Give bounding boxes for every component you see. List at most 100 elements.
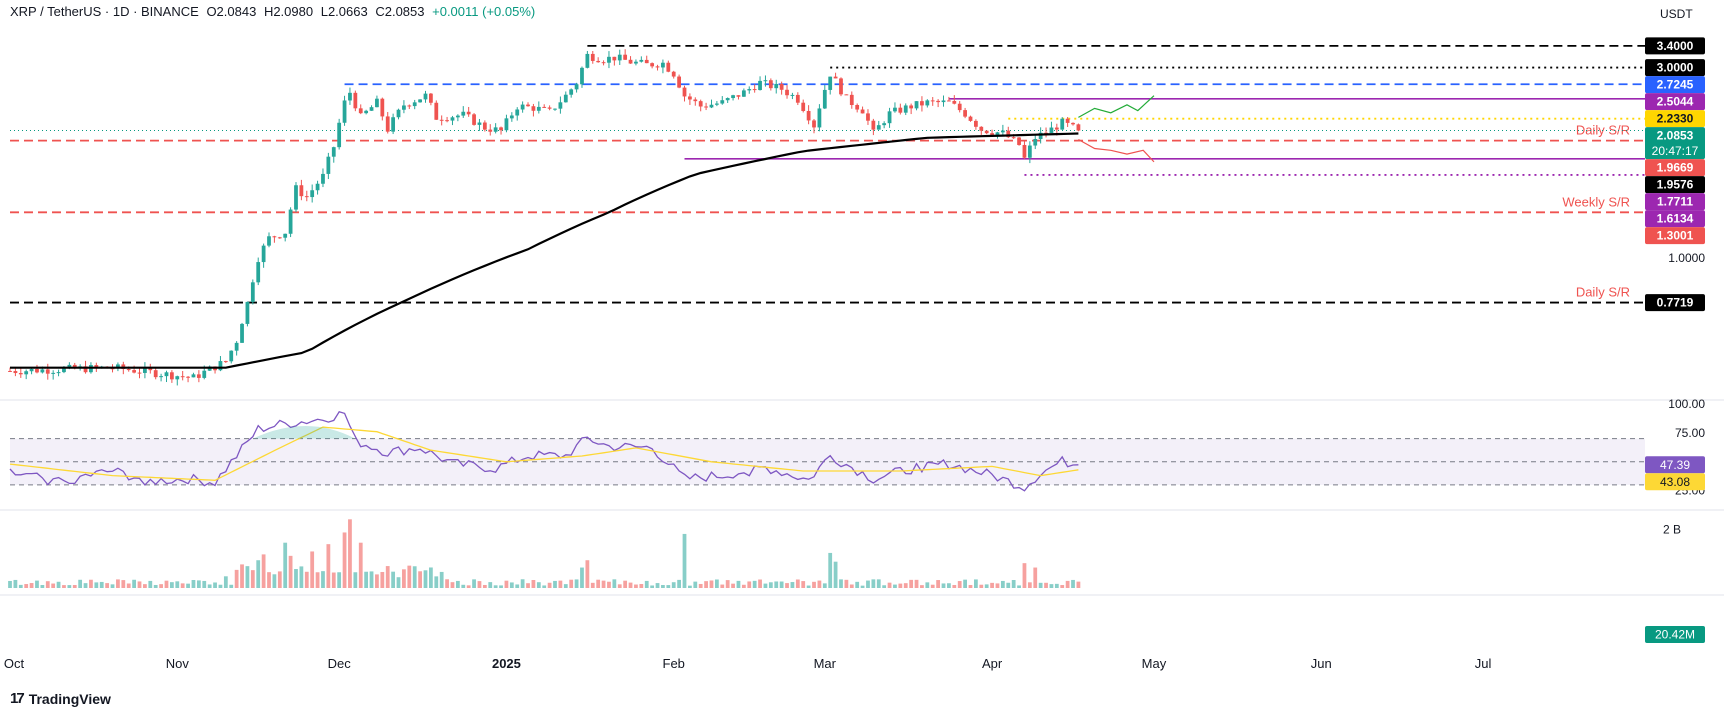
price-tag-3.4000[interactable]: 3.4000	[1645, 37, 1705, 55]
price-tag-label: 1.7711	[1657, 195, 1693, 209]
price-tag-3.0000[interactable]: 3.0000	[1645, 59, 1705, 77]
candle-body	[196, 374, 201, 378]
candle-body	[666, 62, 671, 72]
price-tag-1.3001[interactable]: 1.3001	[1645, 227, 1705, 245]
volume-bar	[844, 579, 849, 588]
volume-bar	[1054, 583, 1059, 588]
tradingview-logo[interactable]: 17 TradingView	[10, 690, 111, 707]
candle-body	[331, 147, 336, 157]
price-tag-label: 3.4000	[1657, 39, 1694, 53]
projection-up-path	[1078, 95, 1155, 118]
candle-body	[644, 59, 649, 64]
volume-bar	[682, 533, 687, 588]
candle-body	[963, 110, 967, 117]
rsi-axis-tick: 100.00	[1668, 397, 1705, 411]
price-tag-bg	[1645, 294, 1705, 312]
price-tag-1.9576[interactable]: 1.9576	[1645, 176, 1705, 194]
volume-bar	[866, 580, 870, 588]
candle-body	[488, 129, 493, 132]
candle-body	[677, 76, 681, 88]
candle-body	[822, 89, 827, 109]
volume-bar	[434, 576, 439, 588]
volume-bar	[482, 584, 487, 588]
price-tag-1.6134[interactable]: 1.6134	[1645, 210, 1705, 228]
candle-body	[725, 98, 730, 101]
candle-body	[795, 94, 800, 103]
volume-bar	[234, 569, 239, 588]
candle-body	[250, 282, 255, 302]
candle-body	[628, 59, 633, 64]
volume-bar	[1033, 567, 1038, 588]
candle-body	[1049, 127, 1054, 133]
candle-body	[45, 369, 50, 374]
volume-bar	[175, 581, 180, 588]
price-tag-1.7711[interactable]: 1.7711	[1645, 193, 1705, 211]
candle-body	[860, 109, 865, 114]
volume-bar	[439, 571, 444, 588]
candle-body	[429, 93, 433, 103]
candle-body	[396, 109, 401, 118]
candle-body	[655, 66, 660, 68]
volume-bar	[385, 566, 390, 588]
candle-body	[736, 95, 741, 97]
high-value: H2.0980	[263, 4, 314, 19]
volume-bar	[504, 580, 509, 588]
volume-bar	[418, 571, 422, 588]
candle-body	[720, 100, 725, 104]
candle-body	[56, 372, 61, 374]
volume-bar	[29, 583, 34, 588]
rsi-value-tag[interactable]: 43.08	[1645, 473, 1705, 491]
volume-value-tag[interactable]: 20.42M	[1645, 626, 1705, 643]
volume-bar	[806, 585, 811, 588]
volume-bar	[688, 585, 692, 588]
price-tag-2.7245[interactable]: 2.7245	[1645, 76, 1705, 94]
open-value: O2.0843	[206, 4, 257, 19]
volume-bar	[785, 583, 789, 588]
price-tag-0.7719[interactable]: 0.7719	[1645, 294, 1705, 312]
volume-bar	[1060, 585, 1065, 588]
time-axis-label: Jun	[1311, 656, 1332, 671]
candle-body	[137, 372, 142, 374]
candle-body	[952, 101, 957, 104]
price-tag-bg	[1645, 110, 1705, 128]
volume-bar	[213, 582, 217, 588]
symbol-label[interactable]: XRP / TetherUS · 1D · BINANCE	[10, 4, 199, 19]
time-axis-label: Apr	[982, 656, 1003, 671]
price-tag-2.2330[interactable]: 2.2330	[1645, 110, 1705, 128]
volume-bar	[202, 580, 207, 588]
candle-body	[839, 78, 843, 95]
volume-bar	[261, 554, 266, 588]
volume-bar	[250, 570, 255, 588]
candle-body	[893, 107, 897, 112]
candle-body	[191, 374, 196, 378]
candle-body	[849, 94, 854, 106]
time-axis-label: Dec	[328, 656, 352, 671]
volume-bar	[957, 581, 962, 588]
rsi-value-tag[interactable]: 47.39	[1645, 456, 1705, 474]
volume-bar	[229, 584, 234, 588]
volume-bar	[704, 581, 708, 588]
volume-bar	[968, 585, 973, 588]
volume-bar	[148, 580, 153, 588]
volume-bar	[8, 580, 12, 588]
volume-bar	[601, 580, 606, 588]
candle-body	[671, 71, 676, 77]
volume-bar	[952, 584, 957, 588]
volume-bar	[779, 581, 784, 588]
candle-body	[434, 102, 439, 120]
volume-bar	[240, 564, 244, 588]
time-axis-label: Feb	[663, 656, 685, 671]
candle-body	[164, 372, 169, 377]
price-tag-2.5044[interactable]: 2.5044	[1645, 93, 1705, 111]
volume-bar	[402, 569, 406, 588]
price-tag-1.9669[interactable]: 1.9669	[1645, 159, 1705, 177]
candle-body	[29, 368, 34, 372]
time-axis-label: Oct	[4, 656, 25, 671]
price-tag-label: 2.5044	[1657, 95, 1694, 109]
volume-bar	[876, 579, 881, 588]
candle-body	[833, 76, 838, 79]
candle-body	[709, 104, 714, 108]
candle-body	[590, 53, 595, 61]
